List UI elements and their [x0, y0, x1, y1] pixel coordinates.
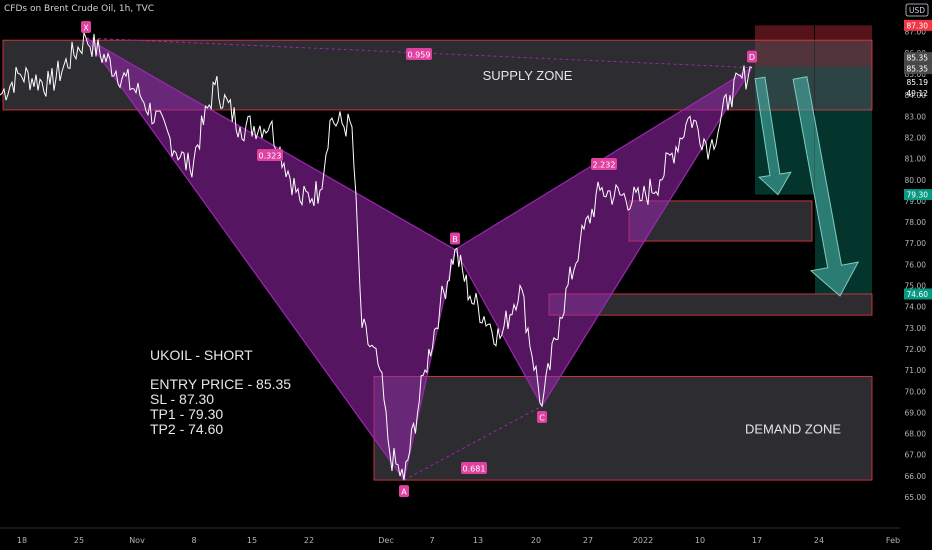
- trade-note: UKOIL - SHORT ENTRY PRICE - 85.35 SL - 8…: [150, 348, 291, 437]
- pattern-triangle-xab: [85, 37, 456, 482]
- y-tick-label: 72.00: [905, 345, 927, 354]
- ratio-badge: [591, 158, 617, 170]
- price-badge-label: 87.30: [907, 21, 929, 30]
- x-tick-label: 13: [473, 536, 483, 545]
- pattern-point-badge: [537, 411, 547, 424]
- x-tick-label: Feb: [886, 536, 900, 545]
- zone-box: [373, 376, 873, 481]
- x-tick-label: 18: [17, 536, 27, 545]
- y-tick-label: 75.00: [905, 282, 927, 291]
- y-tick-label: 70.00: [905, 387, 927, 396]
- x-tick-label: 25: [74, 536, 84, 545]
- y-tick-label: 78.00: [905, 218, 927, 227]
- zone-label: DEMAND ZONE: [745, 421, 841, 436]
- price-badge-label: 74.60: [907, 290, 929, 299]
- y-tick-label: 66.00: [905, 472, 927, 481]
- ratio-label: 0.323: [259, 152, 282, 161]
- price-badge: [904, 52, 932, 64]
- note-heading: UKOIL - SHORT: [150, 347, 253, 363]
- x-tick-label: 22: [304, 536, 314, 545]
- price-badge: [904, 288, 932, 300]
- target-arrow: [792, 76, 860, 297]
- x-tick-label: 15: [247, 536, 257, 545]
- pattern-point-label: B: [452, 235, 458, 244]
- y-tick-label: 67.00: [905, 451, 927, 460]
- note-sl: SL - 87.30: [150, 391, 215, 407]
- ratio-badge: [257, 149, 283, 161]
- price-badge: [904, 189, 932, 201]
- y-tick-label: 69.00: [905, 408, 927, 417]
- y-tick-label: 79.00: [905, 197, 927, 206]
- x-tick-label: 10: [695, 536, 705, 545]
- price-line: [0, 32, 753, 481]
- ratio-badge: [406, 48, 432, 60]
- ratio-label: 0.681: [463, 465, 486, 474]
- x-tick-label: 24: [814, 536, 824, 545]
- x-tick-label: 20: [531, 536, 541, 545]
- ratio-label: 2.232: [593, 161, 616, 170]
- y-tick-label: 65.00: [905, 493, 927, 502]
- target-arrow: [754, 76, 792, 196]
- currency-label: USD: [909, 6, 925, 15]
- y-tick-label: 68.00: [905, 430, 927, 439]
- price-badge: [904, 19, 932, 31]
- x-tick-label: 7: [429, 536, 434, 545]
- zone-label: SUPPLY ZONE: [483, 68, 573, 83]
- pattern-point-badge: [81, 21, 91, 34]
- pattern-point-label: C: [539, 414, 545, 423]
- y-tick-label: 82.00: [905, 133, 927, 142]
- y-tick-label: 87.00: [905, 28, 927, 37]
- price-badge: [904, 63, 932, 75]
- pattern-point-label: A: [401, 488, 407, 497]
- x-tick-label: 27: [583, 536, 593, 545]
- y-tick-label: 81.00: [905, 155, 927, 164]
- note-tp1: TP1 - 79.30: [150, 406, 224, 422]
- pattern-point-label: D: [749, 53, 755, 62]
- price-badge-label: 85.35: [907, 65, 929, 74]
- pattern-ac-line: [403, 405, 543, 481]
- ratio-badge: [461, 462, 487, 474]
- chart-title: CFDs on Brent Crude Oil, 1h, TVC: [4, 4, 155, 14]
- x-tick-label: Nov: [129, 536, 145, 545]
- note-entry: ENTRY PRICE - 85.35: [150, 376, 292, 392]
- pattern-point-label: X: [83, 24, 89, 33]
- y-tick-label: 74.00: [905, 303, 927, 312]
- y-tick-label: 83.00: [905, 112, 927, 121]
- y-tick-label: 85.00: [905, 70, 927, 79]
- x-tick-label: 2022: [633, 536, 653, 545]
- x-tick-label: Dec: [378, 536, 393, 545]
- pattern-point-badge: [399, 485, 409, 498]
- pattern-point-badge: [450, 232, 460, 245]
- x-tick-label: 8: [191, 536, 196, 545]
- currency-box: [905, 3, 929, 17]
- y-tick-label: 80.00: [905, 176, 927, 185]
- price-badge-label: 85.19: [907, 78, 929, 87]
- y-tick-label: 73.00: [905, 324, 927, 333]
- y-tick-label: 77.00: [905, 239, 927, 248]
- note-tp2: TP2 - 74.60: [150, 421, 224, 437]
- ratio-label: 0.959: [408, 51, 431, 60]
- y-tick-label: 84.00: [905, 91, 927, 100]
- price-badge-label: 79.30: [907, 191, 929, 200]
- y-tick-label: 76.00: [905, 260, 927, 269]
- y-tick-label: 71.00: [905, 366, 927, 375]
- pattern-point-badge: [747, 50, 757, 63]
- x-tick-label: 17: [752, 536, 762, 545]
- price-badge-label: 85.35: [907, 54, 929, 63]
- price-badge-label: 49:12: [906, 89, 928, 98]
